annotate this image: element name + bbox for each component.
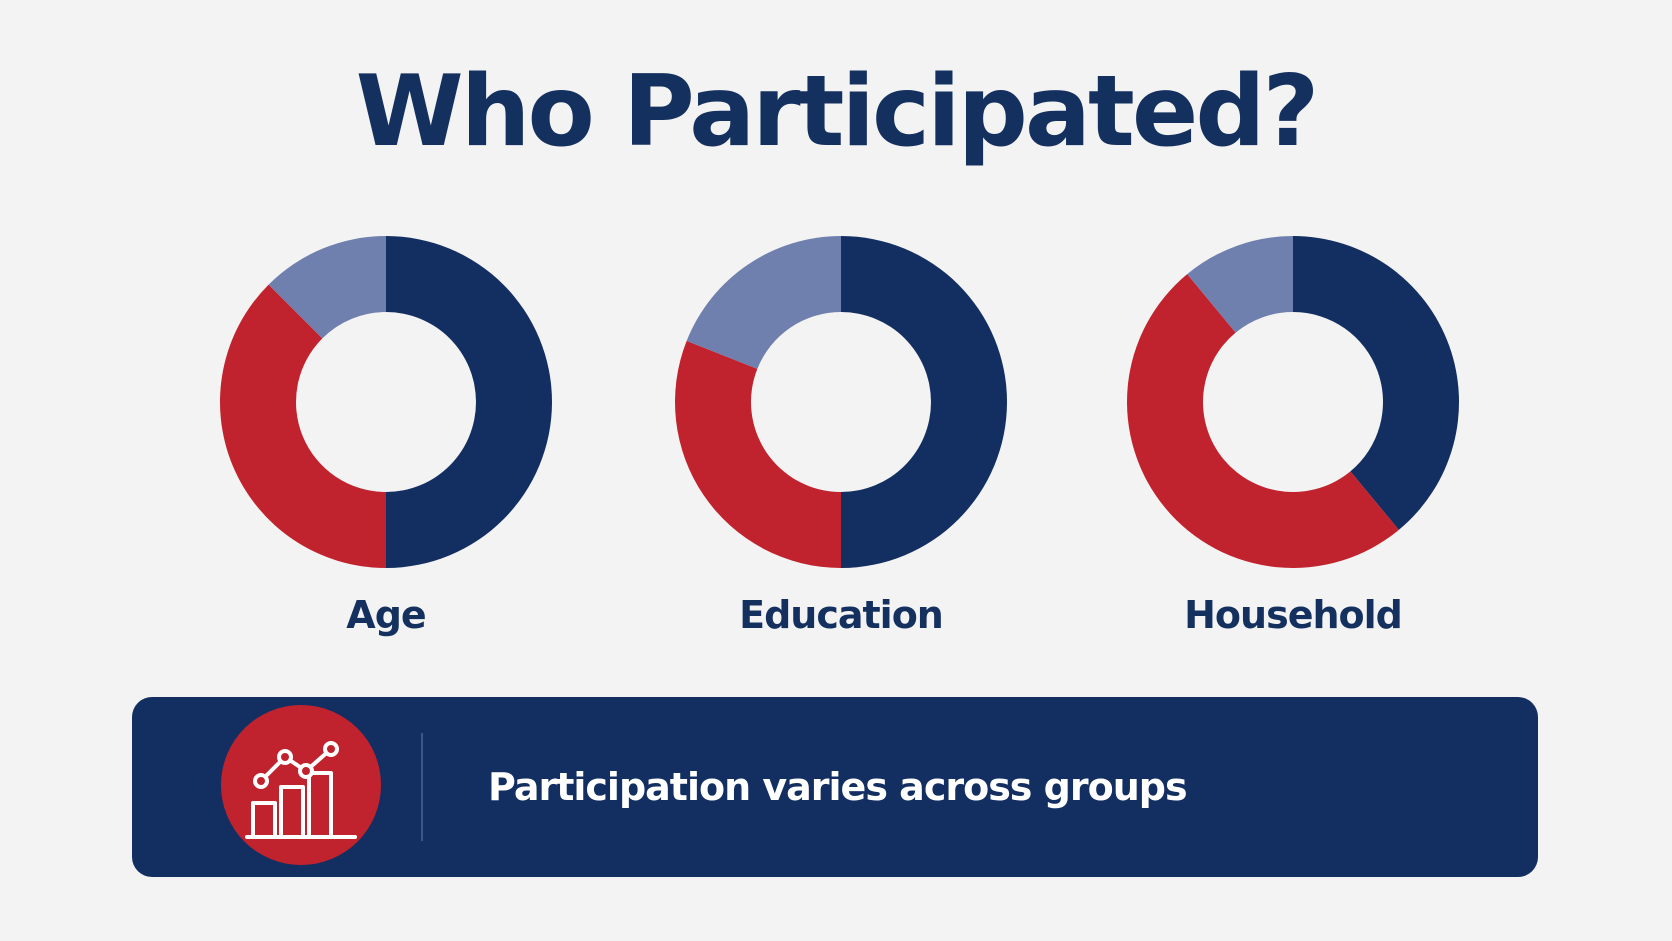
donut-slice-red [220,284,386,568]
bar-and-line-chart-icon [221,705,381,865]
donut-slice-navy [386,236,552,568]
donut-slice-navy [1293,236,1459,530]
donut-label: Household [1184,593,1402,637]
donut-age: Age [220,236,552,637]
banner-text: Participation varies across groups [488,765,1188,809]
donut-education: Education [675,236,1007,637]
page-title: Who Participated? [355,55,1320,169]
donut-slice-light_blue [268,236,386,339]
donut-slice-navy [841,236,1007,568]
donut-slice-light_blue [1187,236,1293,333]
donut-label: Age [346,593,425,637]
banner-divider [421,733,423,841]
donut-household: Household [1127,236,1459,637]
summary-banner: Participation varies across groups [132,697,1538,877]
donut-slice-red [1127,274,1399,568]
donut-layer: Age Education Household [220,236,1459,637]
donut-slice-red [675,340,841,568]
donut-slice-light_blue [686,236,841,369]
donut-label: Education [739,593,943,637]
